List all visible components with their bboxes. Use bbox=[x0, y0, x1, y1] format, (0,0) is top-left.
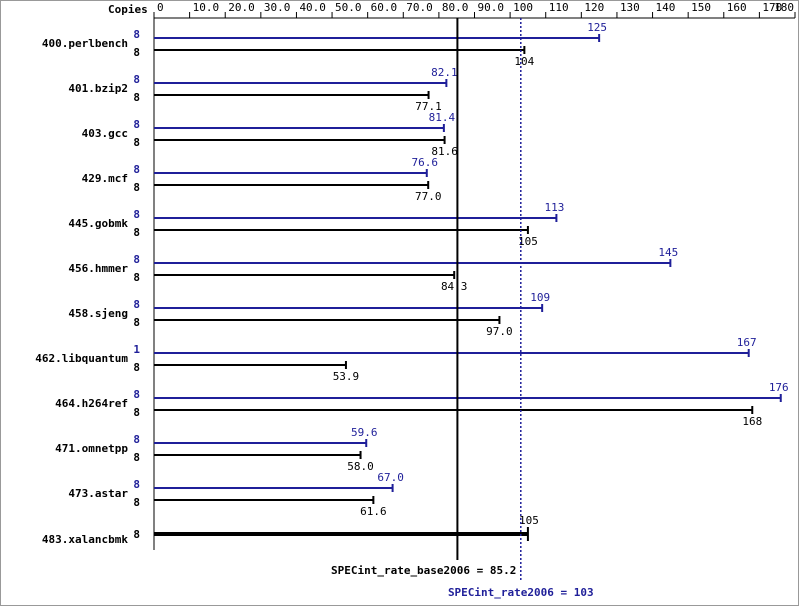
copies: 8 bbox=[133, 316, 140, 329]
x-tick-label: 150 bbox=[691, 1, 711, 14]
benchmark-name: 458.sjeng bbox=[68, 307, 128, 320]
copies: 8 bbox=[133, 208, 140, 221]
benchmark-name: 403.gcc bbox=[82, 127, 128, 140]
x-tick-label: 10.0 bbox=[193, 1, 220, 14]
copies: 8 bbox=[133, 388, 140, 401]
mean-label: SPECint_rate_base2006 = 85.2 bbox=[331, 564, 516, 577]
value-label: 167 bbox=[737, 336, 757, 349]
x-tick-label: 0 bbox=[157, 1, 164, 14]
value-label: 77.1 bbox=[415, 100, 442, 113]
copies: 8 bbox=[133, 28, 140, 41]
x-tick-label: 130 bbox=[620, 1, 640, 14]
copies: 8 bbox=[133, 361, 140, 374]
x-tick-label: 20.0 bbox=[228, 1, 255, 14]
x-tick-label: 90.0 bbox=[478, 1, 505, 14]
x-tick-label: 100 bbox=[513, 1, 533, 14]
copies: 8 bbox=[133, 528, 140, 541]
value-label: 81.4 bbox=[429, 111, 456, 124]
copies: 8 bbox=[133, 226, 140, 239]
value-label: 67.0 bbox=[377, 471, 404, 484]
copies: 8 bbox=[133, 271, 140, 284]
value-label: 109 bbox=[530, 291, 550, 304]
value-label: 125 bbox=[587, 21, 607, 34]
copies: 8 bbox=[133, 253, 140, 266]
x-tick-label: 110 bbox=[549, 1, 569, 14]
benchmark-name: 400.perlbench bbox=[42, 37, 128, 50]
copies-header: Copies bbox=[108, 3, 148, 16]
benchmark-name: 429.mcf bbox=[82, 172, 128, 185]
benchmark-name: 483.xalancbmk bbox=[42, 533, 128, 546]
copies: 8 bbox=[133, 181, 140, 194]
copies: 8 bbox=[133, 118, 140, 131]
value-label: 77.0 bbox=[415, 190, 442, 203]
value-label: 113 bbox=[544, 201, 564, 214]
copies: 8 bbox=[133, 73, 140, 86]
copies: 8 bbox=[133, 406, 140, 419]
value-label: 168 bbox=[742, 415, 762, 428]
value-label: 58.0 bbox=[347, 460, 374, 473]
value-label: 81.6 bbox=[431, 145, 458, 158]
value-label: 82.1 bbox=[431, 66, 458, 79]
value-label: 105 bbox=[519, 514, 539, 527]
value-label: 97.0 bbox=[486, 325, 513, 338]
mean-label: SPECint_rate2006 = 103 bbox=[448, 586, 594, 599]
x-tick-label: 40.0 bbox=[299, 1, 326, 14]
copies: 8 bbox=[133, 451, 140, 464]
copies: 8 bbox=[133, 298, 140, 311]
x-tick-label: 80.0 bbox=[442, 1, 469, 14]
benchmark-name: 473.astar bbox=[68, 487, 128, 500]
benchmark-name: 462.libquantum bbox=[35, 352, 128, 365]
copies: 8 bbox=[133, 46, 140, 59]
copies: 8 bbox=[133, 136, 140, 149]
copies: 8 bbox=[133, 91, 140, 104]
copies: 8 bbox=[133, 478, 140, 491]
x-tick-label: 170 bbox=[762, 1, 782, 14]
x-tick-label: 50.0 bbox=[335, 1, 362, 14]
x-tick-label: 60.0 bbox=[371, 1, 398, 14]
benchmark-name: 464.h264ref bbox=[55, 397, 128, 410]
x-tick-label: 30.0 bbox=[264, 1, 291, 14]
value-label: 84.3 bbox=[441, 280, 468, 293]
benchmark-name: 456.hmmer bbox=[68, 262, 128, 275]
x-tick-label: 140 bbox=[656, 1, 676, 14]
x-tick-label: 120 bbox=[584, 1, 604, 14]
copies: 8 bbox=[133, 163, 140, 176]
benchmark-name: 471.omnetpp bbox=[55, 442, 128, 455]
value-label: 176 bbox=[769, 381, 789, 394]
value-label: 145 bbox=[658, 246, 678, 259]
x-tick-label: 70.0 bbox=[406, 1, 433, 14]
copies: 1 bbox=[133, 343, 140, 356]
value-label: 59.6 bbox=[351, 426, 378, 439]
benchmark-name: 445.gobmk bbox=[68, 217, 128, 230]
x-tick-label: 160 bbox=[727, 1, 747, 14]
copies: 8 bbox=[133, 496, 140, 509]
copies: 8 bbox=[133, 433, 140, 446]
value-label: 76.6 bbox=[412, 156, 439, 169]
benchmark-name: 401.bzip2 bbox=[68, 82, 128, 95]
value-label: 61.6 bbox=[360, 505, 387, 518]
value-label: 104 bbox=[514, 55, 534, 68]
x-tick-label: 180 bbox=[774, 1, 794, 14]
value-label: 53.9 bbox=[333, 370, 360, 383]
value-label: 105 bbox=[518, 235, 538, 248]
